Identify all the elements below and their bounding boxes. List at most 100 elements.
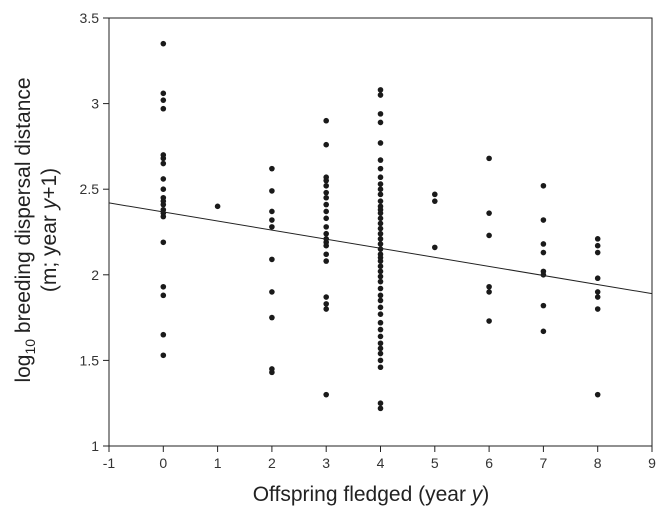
data-point xyxy=(323,230,330,237)
data-point xyxy=(269,165,275,172)
data-points xyxy=(160,40,601,412)
data-point xyxy=(377,400,384,407)
data-point xyxy=(377,111,384,117)
data-point xyxy=(323,201,330,208)
y-tick-label: 3.5 xyxy=(80,10,100,26)
data-point xyxy=(323,224,330,230)
data-point xyxy=(377,220,384,227)
data-point xyxy=(432,198,438,204)
data-point xyxy=(377,119,384,126)
y-tick-label: 1 xyxy=(91,438,99,454)
data-point xyxy=(540,182,547,189)
data-point xyxy=(323,391,330,398)
data-point xyxy=(160,283,167,290)
data-point xyxy=(486,232,492,239)
data-point xyxy=(377,268,384,275)
data-point xyxy=(377,319,384,326)
data-point xyxy=(160,292,167,299)
data-point xyxy=(377,181,384,187)
data-point xyxy=(214,203,221,210)
data-point xyxy=(377,246,384,252)
data-point xyxy=(540,302,547,309)
data-point xyxy=(269,217,275,223)
data-point xyxy=(486,210,492,216)
data-point xyxy=(323,177,330,184)
data-point xyxy=(269,256,275,263)
data-point xyxy=(377,215,384,222)
data-point xyxy=(377,140,384,146)
data-point xyxy=(377,285,384,292)
y-axis-title-line1: log10 breeding dispersal distance xyxy=(12,77,38,382)
data-point xyxy=(323,208,330,215)
data-point xyxy=(486,318,492,324)
data-point xyxy=(323,301,330,307)
data-point xyxy=(594,275,601,282)
data-point xyxy=(377,165,384,172)
data-point xyxy=(594,242,601,249)
data-point xyxy=(160,352,167,359)
data-point xyxy=(377,357,384,364)
data-point xyxy=(377,311,384,317)
data-point xyxy=(269,369,275,376)
data-point xyxy=(160,155,167,162)
data-point xyxy=(594,306,601,312)
data-point xyxy=(160,40,167,47)
y-tick-label: 2.5 xyxy=(80,181,100,197)
data-point xyxy=(377,225,384,232)
data-point xyxy=(377,230,384,237)
data-point xyxy=(269,188,275,194)
data-point xyxy=(540,249,547,256)
data-point xyxy=(377,258,384,264)
data-point xyxy=(377,186,384,192)
x-tick-label: 7 xyxy=(540,455,548,471)
data-point xyxy=(323,242,330,249)
data-point xyxy=(160,176,167,182)
data-point xyxy=(377,326,384,333)
x-tick-label: 8 xyxy=(594,455,602,471)
data-point xyxy=(323,117,330,124)
data-point xyxy=(323,194,330,201)
data-point xyxy=(594,289,601,295)
data-point xyxy=(594,294,601,300)
data-point xyxy=(160,331,167,338)
y-tick-label: 2 xyxy=(91,267,99,283)
data-point xyxy=(160,90,167,97)
data-point xyxy=(269,289,275,295)
data-point xyxy=(377,304,384,311)
data-point xyxy=(160,186,167,192)
x-tick-label: 6 xyxy=(485,455,493,471)
data-point xyxy=(323,141,330,148)
x-tick-label: 0 xyxy=(159,455,167,471)
data-point xyxy=(377,292,384,299)
data-point xyxy=(323,294,330,300)
data-point xyxy=(432,191,438,198)
data-point xyxy=(377,364,384,371)
data-point xyxy=(377,333,384,340)
data-point xyxy=(377,263,384,270)
data-point xyxy=(377,297,384,304)
x-axis-title: Offspring fledged (year y) xyxy=(253,483,490,506)
data-point xyxy=(377,92,384,98)
data-point xyxy=(269,224,275,230)
data-point xyxy=(594,249,601,256)
data-point xyxy=(377,340,384,347)
data-point xyxy=(160,97,167,103)
data-point xyxy=(594,391,601,398)
data-point xyxy=(377,241,384,247)
trend-line xyxy=(108,202,653,295)
data-point xyxy=(323,306,330,312)
data-point xyxy=(323,182,330,189)
data-point xyxy=(160,160,167,167)
data-point xyxy=(486,289,492,295)
x-tick-label: 4 xyxy=(377,455,385,471)
data-point xyxy=(323,215,330,222)
x-tick-label: -1 xyxy=(103,455,116,471)
y-tick-label: 1.5 xyxy=(80,352,100,368)
x-tick-label: 9 xyxy=(648,455,656,471)
data-point xyxy=(323,189,330,196)
data-point xyxy=(540,328,547,335)
x-tick-label: 1 xyxy=(214,455,222,471)
data-point xyxy=(377,157,384,163)
data-point xyxy=(323,251,330,258)
